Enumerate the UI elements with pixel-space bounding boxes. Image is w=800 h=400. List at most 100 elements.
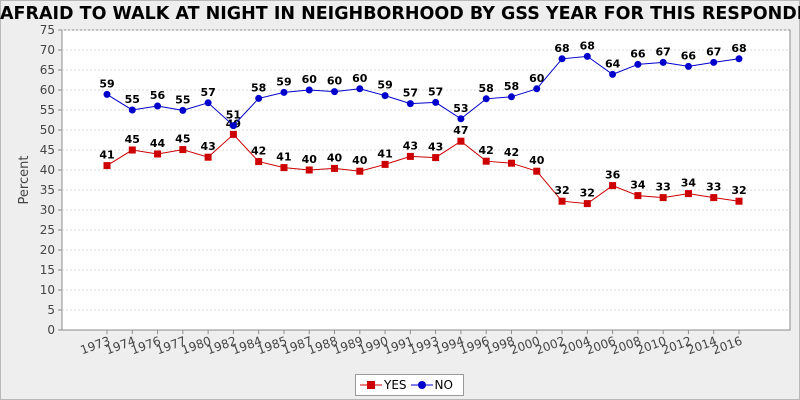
data-label-yes: 45 (175, 133, 190, 146)
data-label-no: 57 (403, 87, 418, 100)
data-label-no: 67 (706, 45, 721, 58)
data-point-yes (457, 137, 465, 145)
legend-marker-yes (360, 381, 382, 389)
data-label-no: 55 (175, 93, 190, 106)
y-tick-label: 0 (47, 323, 55, 337)
data-label-yes: 33 (656, 181, 671, 194)
data-point-no (381, 92, 389, 100)
data-label-yes: 43 (403, 139, 418, 152)
y-tick-label: 40 (40, 163, 55, 177)
data-label-yes: 42 (251, 145, 266, 158)
data-label-no: 59 (377, 79, 392, 92)
data-label-no: 56 (150, 89, 166, 102)
data-label-yes: 32 (580, 187, 595, 200)
legend-marker-no (410, 381, 433, 389)
data-label-no: 60 (327, 75, 343, 88)
data-label-no: 60 (352, 72, 368, 85)
data-point-no (558, 55, 566, 63)
y-tick-label: 30 (40, 203, 55, 217)
data-point-yes (432, 154, 440, 162)
data-label-yes: 32 (554, 184, 569, 197)
data-point-no (305, 86, 313, 94)
data-label-no: 60 (302, 73, 318, 86)
data-point-yes (128, 146, 136, 154)
data-label-no: 68 (580, 39, 595, 52)
data-point-no (710, 58, 718, 66)
y-tick-label: 5 (47, 303, 55, 317)
data-point-yes (507, 159, 515, 167)
y-tick-label: 25 (40, 223, 55, 237)
data-label-yes: 32 (731, 184, 746, 197)
y-tick-label: 15 (40, 263, 55, 277)
data-label-yes: 41 (377, 147, 392, 160)
data-point-no (684, 62, 692, 70)
data-point-no (457, 115, 465, 123)
y-tick-label: 75 (40, 23, 55, 37)
data-point-no (432, 98, 440, 106)
y-tick-label: 35 (40, 183, 55, 197)
y-tick-label: 55 (40, 103, 55, 117)
data-point-no (128, 106, 136, 114)
data-point-yes (356, 167, 364, 175)
data-label-no: 53 (453, 102, 468, 115)
legend-item-no: NO (410, 378, 453, 392)
data-point-yes (229, 130, 237, 138)
data-label-yes: 36 (605, 169, 621, 182)
data-point-yes (331, 164, 339, 172)
data-label-no: 57 (428, 85, 443, 98)
plot-area (61, 29, 791, 331)
data-label-yes: 42 (479, 144, 494, 157)
y-tick-label: 50 (40, 123, 55, 137)
data-point-yes (406, 152, 414, 160)
data-label-no: 64 (605, 57, 621, 70)
data-label-yes: 44 (150, 137, 166, 150)
data-label-yes: 41 (276, 151, 291, 164)
data-point-no (507, 93, 515, 101)
series-line-no (106, 55, 740, 127)
data-point-no (331, 88, 339, 96)
data-label-yes: 42 (504, 146, 519, 159)
data-point-no (609, 70, 617, 78)
data-point-no (406, 100, 414, 108)
chart-legend: YES NO (355, 374, 464, 396)
legend-label-yes: YES (384, 378, 407, 392)
data-point-yes (634, 192, 642, 200)
data-point-yes (280, 164, 288, 172)
data-label-yes: 33 (706, 181, 721, 194)
data-point-no (482, 95, 490, 103)
data-point-yes (204, 153, 212, 161)
y-tick-label: 70 (40, 43, 55, 57)
data-point-yes (609, 182, 617, 190)
x-tick-label: 2016 (711, 334, 744, 358)
data-label-no: 57 (200, 86, 215, 99)
data-label-no: 59 (276, 75, 291, 88)
data-label-no: 58 (251, 81, 266, 94)
data-point-no (179, 106, 187, 114)
data-point-no (154, 102, 162, 110)
data-label-yes: 40 (529, 154, 545, 167)
data-point-no (204, 99, 212, 107)
data-label-yes: 34 (630, 179, 646, 192)
data-point-no (356, 85, 364, 93)
chart-title: AFRAID TO WALK AT NIGHT IN NEIGHBORHOOD … (0, 4, 800, 24)
data-point-yes (533, 167, 541, 175)
data-point-no (229, 122, 237, 130)
y-tick-label: 20 (40, 243, 55, 257)
data-point-yes (381, 160, 389, 168)
data-label-no: 59 (99, 77, 114, 90)
data-label-no: 66 (630, 47, 646, 60)
data-point-yes (659, 194, 667, 202)
legend-label-no: NO (434, 378, 453, 392)
data-label-no: 51 (226, 109, 241, 122)
data-point-yes (154, 150, 162, 158)
y-tick-label: 10 (40, 283, 55, 297)
data-point-yes (583, 200, 591, 208)
data-point-no (583, 52, 591, 60)
data-label-yes: 45 (125, 133, 140, 146)
data-point-no (659, 58, 667, 66)
y-tick-label: 45 (40, 143, 55, 157)
data-label-no: 68 (554, 42, 569, 55)
data-label-yes: 41 (99, 149, 114, 162)
y-tick-label: 60 (40, 83, 55, 97)
